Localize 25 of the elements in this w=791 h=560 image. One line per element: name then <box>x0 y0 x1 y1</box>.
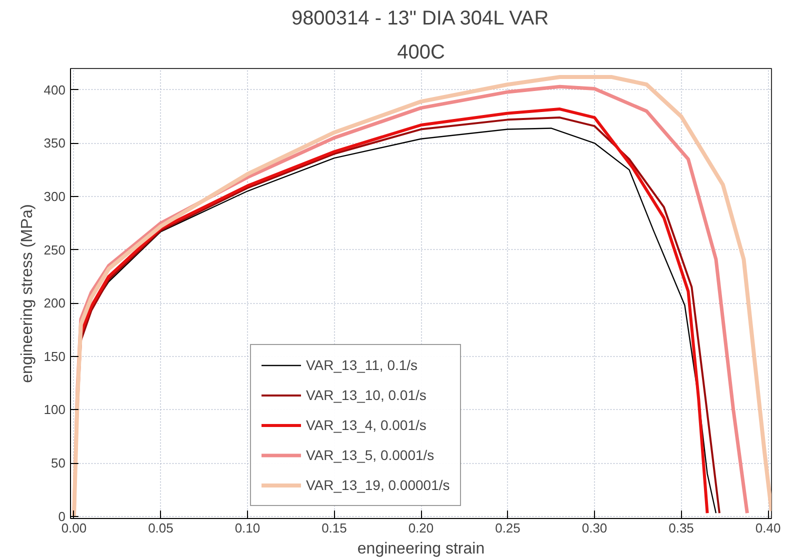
legend-label: VAR_13_19, 0.00001/s <box>306 477 450 493</box>
x-tick-label: 0.15 <box>322 520 347 536</box>
y-tick-label: 50 <box>51 456 66 471</box>
y-tick-label: 350 <box>44 136 66 151</box>
x-tick-label: 0.30 <box>582 520 608 536</box>
x-tick-label: 0.10 <box>234 520 260 536</box>
legend-label: VAR_13_11, 0.1/s <box>306 357 418 373</box>
x-tick-label: 0.25 <box>495 520 520 536</box>
x-axis-title: engineering strain <box>357 540 485 558</box>
legend-label: VAR_13_4, 0.001/s <box>306 417 426 433</box>
y-tick-label: 250 <box>44 242 66 258</box>
y-tick-label: 400 <box>44 82 66 98</box>
legend-label: VAR_13_5, 0.0001/s <box>306 447 434 463</box>
chart-title: 9800314 - 13" DIA 304L VAR <box>291 8 549 30</box>
y-tick-label: 200 <box>44 296 66 311</box>
x-tick-label: 0.20 <box>408 520 434 536</box>
y-tick-label: 150 <box>44 348 66 364</box>
legend-label: VAR_13_10, 0.01/s <box>306 387 426 403</box>
y-tick-label: 300 <box>44 188 66 204</box>
y-axis-title: engineering stress (MPa) <box>18 204 36 383</box>
chart-subtitle: 400C <box>397 42 445 64</box>
x-tick-label: 0.05 <box>148 520 174 536</box>
x-tick-label: 0.40 <box>755 520 781 536</box>
y-tick-label: 100 <box>44 402 66 418</box>
x-tick-label: 0.35 <box>668 520 694 536</box>
